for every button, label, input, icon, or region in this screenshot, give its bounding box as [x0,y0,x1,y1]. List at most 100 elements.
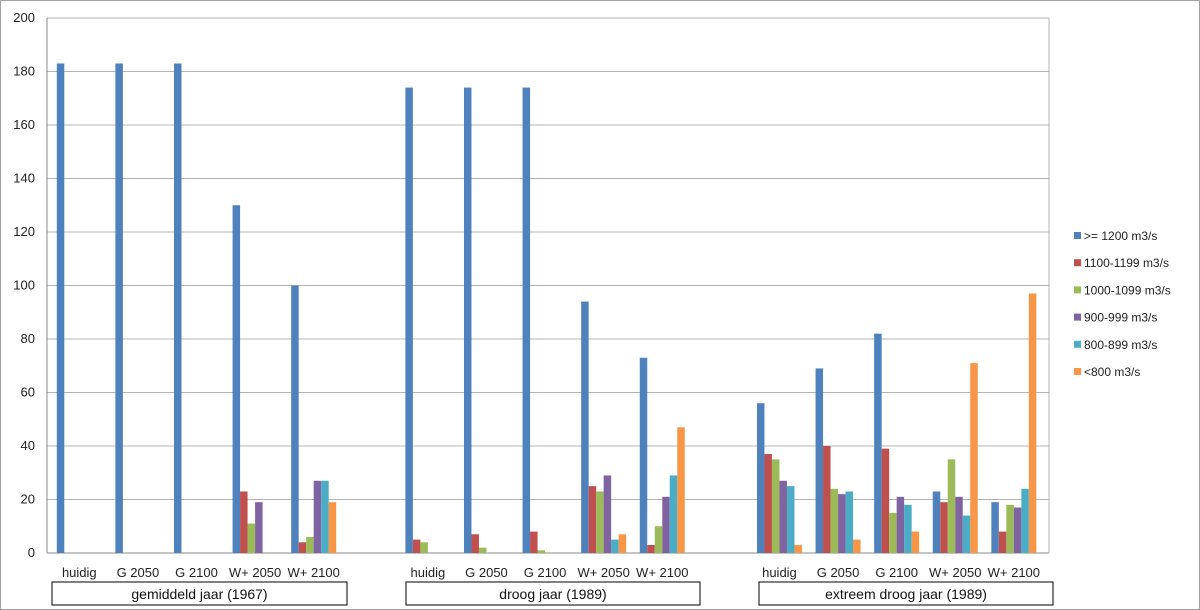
bar [932,491,941,553]
bar [522,87,531,554]
legend-label: 1100-1199 m3/s [1084,256,1169,270]
legend-swatch [1074,340,1081,348]
bar [940,502,948,553]
bar [412,539,421,553]
x-category-label: G 2050 [465,565,508,580]
y-tick-label: 180 [13,64,35,79]
bar [823,446,831,553]
bar [962,515,971,553]
bar [537,550,546,553]
group-label-box [758,581,1054,606]
bar [240,491,248,553]
x-category-label: huidig [62,565,97,580]
x-category-label: W+ 2050 [577,565,629,580]
bar [911,531,920,553]
y-tick-label: 120 [13,224,35,239]
legend-swatch [1074,232,1081,239]
bar [115,63,123,553]
group-label-box [405,581,701,606]
x-category-label: W+ 2100 [287,565,339,580]
bar [588,486,597,553]
bar [881,448,890,553]
bar [247,523,256,553]
bar [611,539,619,553]
bar [321,480,329,553]
bar [603,475,612,553]
bar [306,536,314,553]
y-tick-label: 160 [13,117,35,132]
bar [596,491,604,553]
bar [647,544,655,553]
x-category-label: G 2100 [524,565,567,580]
bar [639,357,648,553]
bar [1013,507,1022,553]
bar [405,87,413,554]
bar [830,488,839,553]
bar [463,87,472,554]
bar [420,542,428,553]
bar [255,502,263,553]
bar [298,542,307,553]
x-category-label: huidig [411,565,446,580]
bar [764,454,772,553]
y-tick-label: 80 [21,331,35,346]
bar [779,480,787,553]
bar [530,531,538,553]
legend-swatch [1074,286,1081,294]
legend-label: 1000-1099 m3/s [1084,283,1171,297]
bar [618,534,627,553]
bar [654,526,663,553]
bar [328,502,337,553]
x-category-label: W+ 2100 [636,565,688,580]
bar [1028,293,1037,553]
bar [874,333,882,553]
bar [815,368,824,553]
y-tick-label: 60 [21,385,35,400]
bar [896,496,905,553]
bar [771,459,780,553]
y-tick-label: 100 [13,278,35,293]
legend-label: 900-999 m3/s [1084,311,1157,325]
bar [947,459,956,553]
legend-label: >= 1200 m3/s [1084,229,1157,243]
group-label: gemiddeld jaar (1967) [131,586,267,602]
x-category-label: W+ 2100 [988,565,1040,580]
bar [845,491,854,553]
bar [786,486,795,553]
bar [313,480,322,553]
bar [662,496,670,553]
group-label-box [51,581,348,606]
legend-label: 800-899 m3/s [1084,338,1157,352]
bar [173,63,182,553]
bar [677,427,685,553]
bar [1021,488,1029,553]
bar [669,475,678,553]
bar [291,285,299,553]
bar [904,504,912,553]
y-tick-label: 200 [13,10,35,25]
x-category-label: W+ 2050 [229,565,281,580]
x-category-label: G 2100 [175,565,218,580]
bar [991,502,999,553]
y-tick-label: 40 [21,438,35,453]
bar [232,205,241,553]
bar [471,534,479,553]
bar [756,403,765,553]
bar [838,494,846,553]
group-label: droog jaar (1989) [499,586,606,602]
bar [56,63,65,553]
bar [998,531,1007,553]
x-category-label: huidig [762,565,797,580]
x-category-label: W+ 2050 [929,565,981,580]
x-category-label: G 2100 [875,565,918,580]
legend-swatch [1074,368,1081,375]
bar [955,496,963,553]
bar [970,363,978,553]
bar [853,539,861,553]
bar [889,512,897,553]
bar [1006,504,1014,553]
bar [478,547,487,553]
bar [581,301,589,553]
x-category-label: G 2050 [117,565,160,580]
